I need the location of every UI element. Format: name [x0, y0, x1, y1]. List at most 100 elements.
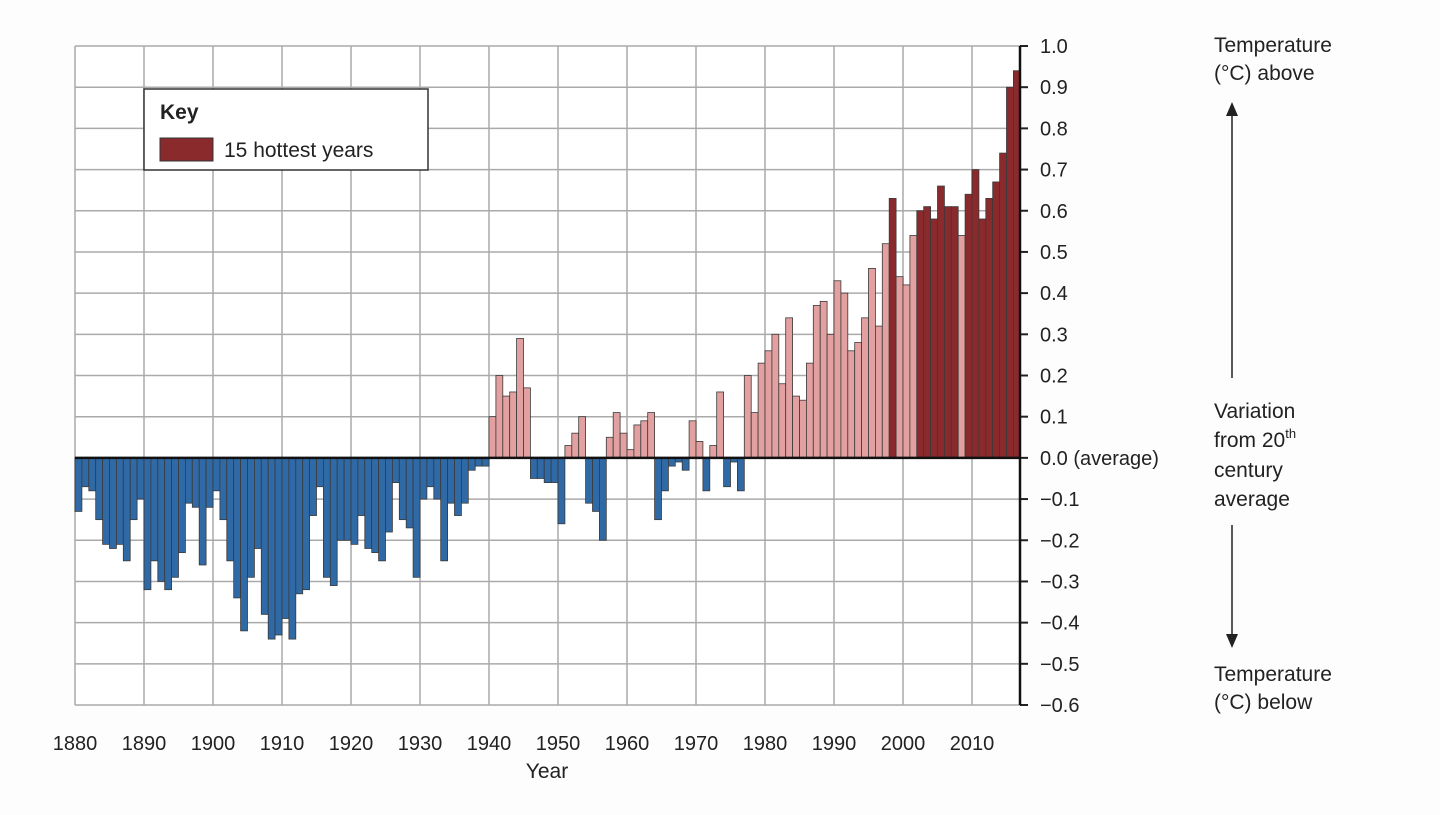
x-tick-label: 1880 — [53, 733, 98, 755]
bar-1936 — [460, 457, 469, 504]
bar-1941 — [495, 375, 504, 459]
bar-1990 — [833, 280, 842, 459]
bar-2012 — [985, 197, 994, 459]
bar-1961 — [633, 424, 642, 459]
x-tick-label: 1950 — [536, 733, 581, 755]
y-tick-label: −0.5 — [1040, 654, 1079, 676]
bar-1964 — [654, 457, 662, 521]
bar-1943 — [509, 391, 518, 459]
x-tick-label: 2010 — [950, 733, 995, 755]
bar-1890 — [143, 457, 152, 591]
bar-1979 — [757, 362, 766, 459]
bar-2014 — [999, 152, 1007, 459]
bar-2009 — [964, 193, 973, 459]
bar-1993 — [854, 342, 863, 459]
bar-1934 — [447, 457, 455, 504]
bar-1923 — [371, 457, 380, 554]
x-tick-label: 1940 — [467, 733, 512, 755]
bar-1980 — [764, 350, 773, 459]
annotation-below-line1: Temperature — [1214, 663, 1332, 686]
annotation-middle-line4: average — [1214, 488, 1290, 511]
bar-1983 — [785, 317, 794, 459]
bar-2005 — [937, 185, 945, 459]
bar-1987 — [812, 305, 821, 459]
bar-2010 — [971, 169, 980, 459]
bar-1971 — [702, 457, 711, 492]
bar-1903 — [233, 457, 241, 599]
bar-1883 — [95, 457, 103, 521]
bar-1973 — [716, 391, 725, 459]
bar-1924 — [378, 457, 386, 562]
y-tick-label: −0.1 — [1040, 489, 1079, 511]
bar-1893 — [164, 457, 172, 591]
bar-1920 — [350, 457, 359, 545]
annotation-middle-line3: century — [1214, 459, 1283, 482]
bar-1947 — [536, 457, 545, 479]
bar-1886 — [116, 457, 124, 545]
bar-1925 — [385, 457, 393, 533]
bar-1911 — [288, 457, 297, 640]
annotation-above-line2: (°C) above — [1214, 62, 1315, 85]
bar-1910 — [281, 457, 290, 619]
bar-1897 — [191, 457, 200, 508]
bar-1989 — [826, 333, 835, 459]
bar-1917 — [329, 457, 338, 586]
axes — [75, 45, 1028, 706]
bar-1930 — [419, 457, 428, 500]
legend-swatch-hottest — [159, 137, 214, 162]
bar-1946 — [530, 457, 538, 479]
x-tick-label: 1920 — [329, 733, 374, 755]
bar-1944 — [516, 338, 524, 459]
bar-1963 — [647, 412, 656, 459]
bar-1956 — [599, 457, 607, 541]
arrow-up-head — [1226, 102, 1238, 116]
bar-1885 — [109, 457, 117, 549]
bar-1888 — [129, 457, 138, 521]
bar-2006 — [944, 206, 952, 459]
bar-1955 — [592, 457, 600, 512]
bar-1915 — [316, 457, 324, 488]
bar-1995 — [868, 268, 876, 459]
bar-1906 — [253, 457, 262, 549]
bar-1952 — [571, 432, 580, 459]
bar-1895 — [178, 457, 186, 554]
bar-2002 — [916, 210, 925, 459]
bar-1988 — [819, 300, 828, 459]
bars — [74, 70, 1021, 640]
bar-1996 — [875, 325, 883, 459]
bar-1949 — [550, 457, 559, 483]
bar-1948 — [543, 457, 552, 483]
bar-1978 — [750, 412, 759, 459]
y-tick-labels: 1.0 0.9 0.8 0.7 0.6 0.5 0.4 0.3 0.2 0.1 0.0 (avera… — [1040, 36, 1159, 717]
bar-1916 — [322, 457, 331, 578]
y-tick-label: 0.8 — [1040, 118, 1068, 140]
bar-1921 — [357, 457, 366, 516]
bar-1951 — [564, 445, 573, 459]
bar-1985 — [799, 399, 807, 459]
bar-1994 — [861, 317, 869, 459]
bar-1991 — [840, 292, 849, 459]
y-tick-label: 0.7 — [1040, 160, 1068, 182]
bar-1972 — [709, 445, 718, 459]
y-tick-label: −0.2 — [1040, 530, 1079, 552]
right-annotations: Temperature (°C) above Variation from 20… — [1214, 34, 1332, 714]
bar-2015 — [1006, 86, 1014, 459]
bar-1898 — [198, 457, 207, 566]
bar-1929 — [412, 457, 421, 578]
x-tick-label: 1900 — [191, 733, 236, 755]
bar-1999 — [895, 276, 904, 459]
bar-1940 — [488, 416, 497, 459]
bar-1959 — [619, 432, 628, 459]
bar-1965 — [661, 457, 669, 492]
x-tick-label: 1970 — [674, 733, 719, 755]
y-tick-label: 0.1 — [1040, 407, 1068, 429]
y-tick-label: 0.3 — [1040, 324, 1068, 346]
bar-1942 — [502, 395, 511, 459]
bar-1913 — [302, 457, 311, 591]
y-tick-label: −0.3 — [1040, 571, 1079, 593]
bar-2000 — [902, 284, 911, 459]
bar-1982 — [778, 383, 787, 459]
bar-1908 — [267, 457, 276, 640]
bar-1926 — [391, 457, 400, 483]
